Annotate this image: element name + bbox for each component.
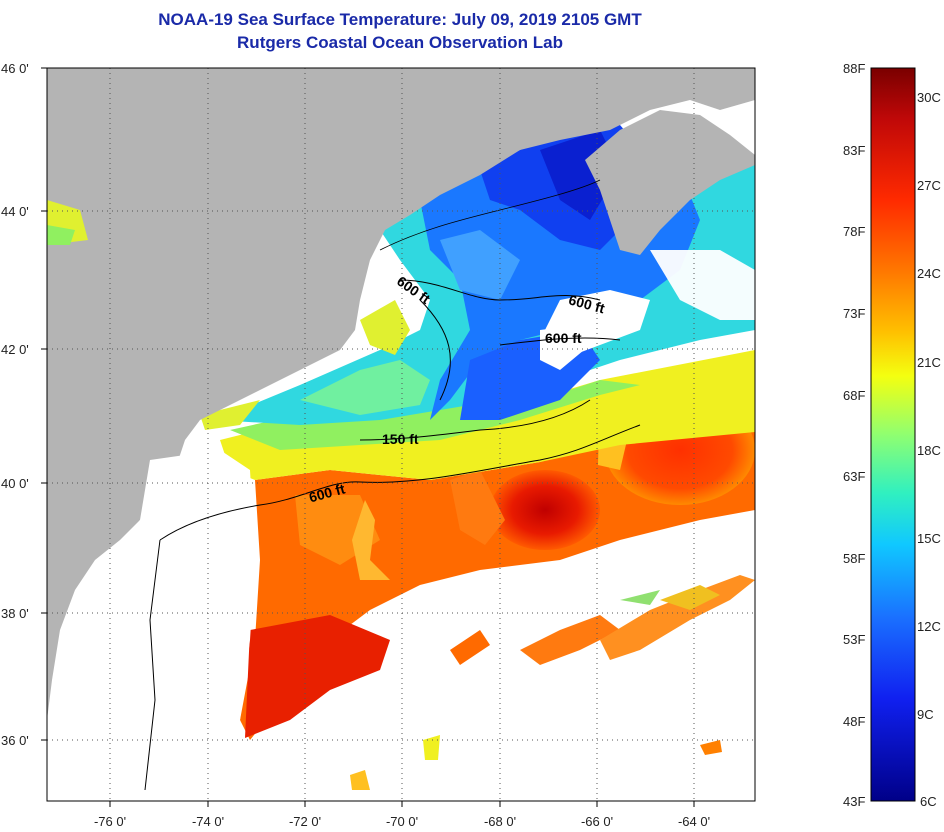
- colorbar-c-label: 24C: [917, 266, 941, 281]
- colorbar-c-label: 12C: [917, 619, 941, 634]
- colorbar-f-label: 78F: [843, 224, 865, 239]
- colorbar-c-label: 18C: [917, 443, 941, 458]
- graticule: [47, 68, 755, 801]
- contour-label: 600 ft: [545, 330, 582, 346]
- colorbar-f-label: 68F: [843, 388, 865, 403]
- colorbar-c-label: 6C: [920, 794, 937, 809]
- lon-label: -74 0': [192, 814, 224, 829]
- lon-label: -72 0': [289, 814, 321, 829]
- map-frame: [46, 67, 756, 802]
- lat-label: 44 0': [1, 204, 29, 219]
- map-subtitle: Rutgers Coastal Ocean Observation Lab: [237, 33, 563, 52]
- colorbar-f-label: 88F: [843, 61, 865, 76]
- colorbar-f-label: 48F: [843, 714, 865, 729]
- contour-line: [159, 424, 641, 541]
- lon-label: -66 0': [581, 814, 613, 829]
- lat-label: 36 0': [1, 733, 29, 748]
- map-area: [47, 68, 755, 801]
- colorbar-c-label: 27C: [917, 178, 941, 193]
- colorbar-c-label: 30C: [917, 90, 941, 105]
- lon-label: -68 0': [484, 814, 516, 829]
- lon-label: -76 0': [94, 814, 126, 829]
- land-mass: [47, 68, 755, 720]
- colorbar-f-label: 43F: [843, 794, 865, 809]
- colorbar-f-label: 53F: [843, 632, 865, 647]
- colorbar-f-label: 58F: [843, 551, 865, 566]
- colorbar-c-label: 21C: [917, 355, 941, 370]
- colorbar-f-label: 73F: [843, 306, 865, 321]
- map-title: NOAA-19 Sea Surface Temperature: July 09…: [158, 10, 642, 29]
- lat-label: 42 0': [1, 342, 29, 357]
- colorbar-c-label: 15C: [917, 531, 941, 546]
- colorbar-c-label: 9C: [917, 707, 934, 722]
- lon-label: -64 0': [678, 814, 710, 829]
- lat-label: 46 0': [1, 61, 29, 76]
- lon-label: -70 0': [386, 814, 418, 829]
- contour-label: 150 ft: [382, 431, 419, 447]
- colorbar-f-label: 83F: [843, 143, 865, 158]
- lat-label: 38 0': [1, 606, 29, 621]
- colorbar: [870, 67, 916, 802]
- colorbar-f-label: 63F: [843, 469, 865, 484]
- lat-label: 40 0': [1, 476, 29, 491]
